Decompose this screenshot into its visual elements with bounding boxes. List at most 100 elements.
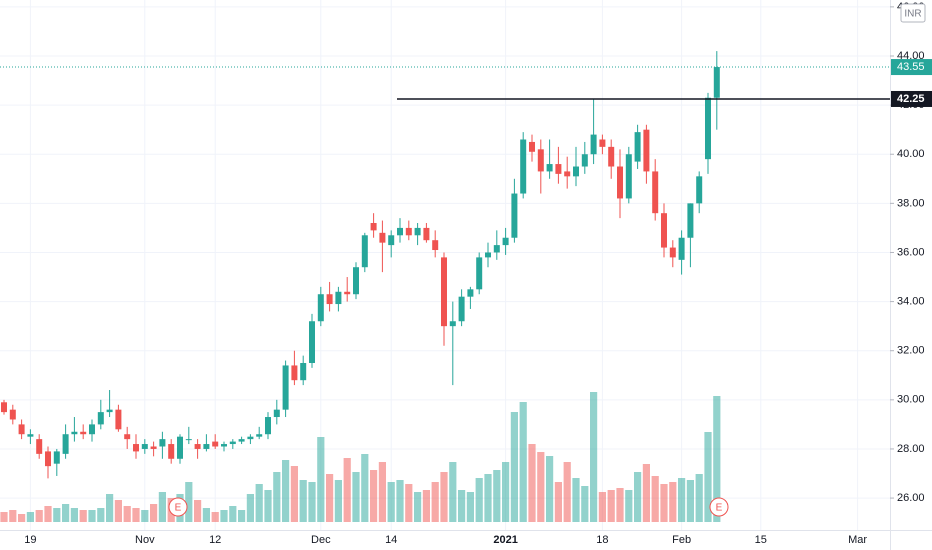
- volume-bar: [106, 494, 114, 522]
- candle-body: [520, 139, 527, 194]
- candle-body: [617, 166, 623, 199]
- y-tick-label: 44.00: [897, 50, 925, 62]
- volume-bar: [255, 484, 263, 522]
- volume-bar: [598, 492, 606, 522]
- volume-bar: [475, 478, 483, 522]
- y-tick-label: 26.00: [897, 492, 925, 504]
- volume-bar: [458, 490, 466, 522]
- x-tick-label: 14: [385, 534, 397, 546]
- candle-body: [423, 227, 430, 241]
- candle-body: [45, 451, 51, 467]
- volume-bar: [282, 460, 290, 522]
- last-price-box: [891, 59, 932, 76]
- volume-bar: [343, 458, 351, 522]
- candle-body: [247, 436, 254, 440]
- candle-body: [71, 431, 78, 435]
- volume-bar: [422, 490, 430, 522]
- candle-body: [124, 434, 131, 440]
- volume-bar: [431, 482, 439, 522]
- y-tick-label: 38.00: [897, 197, 925, 209]
- volume-bar: [678, 478, 686, 522]
- candle-body: [256, 434, 263, 437]
- x-tick-label: 15: [755, 534, 767, 546]
- candle-body: [388, 235, 395, 246]
- candle-body: [414, 227, 421, 236]
- volume-bar: [299, 480, 307, 522]
- candle-body: [238, 439, 245, 442]
- candle-body: [229, 441, 236, 445]
- candle-body: [441, 257, 447, 327]
- candle-body: [625, 154, 632, 199]
- candle-body: [537, 149, 544, 172]
- candle-body: [705, 97, 711, 160]
- volume-bar: [405, 484, 413, 522]
- volume-bar: [370, 470, 378, 522]
- volume-bar: [493, 470, 501, 522]
- x-tick-label: Feb: [672, 534, 691, 546]
- candle-body: [18, 424, 25, 435]
- volume-bar: [238, 510, 246, 522]
- volume-bar: [361, 454, 369, 522]
- candle-body: [599, 139, 606, 147]
- volume-bar: [563, 462, 571, 522]
- volume-bar: [510, 412, 518, 522]
- volume-bar: [352, 472, 360, 522]
- earnings-marker: [168, 497, 188, 517]
- candle-body: [511, 193, 518, 238]
- candle-body: [353, 267, 359, 295]
- axes: 26.00 28.00 30.00 32.00 34.00 36.00 38.00 40.00…: [24, 1, 932, 546]
- volume-bar: [79, 510, 87, 522]
- earnings-label: E: [716, 503, 723, 514]
- volume-bar: [18, 514, 26, 522]
- x-tick-label: Dec: [311, 534, 331, 546]
- volume-bar: [141, 510, 149, 522]
- candle-body: [291, 365, 298, 381]
- volume-bar: [290, 466, 298, 522]
- volume-bar: [264, 490, 272, 522]
- horizontal-line-box: [891, 90, 932, 107]
- volume-bar: [0, 512, 8, 522]
- candle-body: [106, 409, 113, 413]
- candle-body: [203, 444, 210, 449]
- candle-body: [150, 446, 157, 449]
- volume-bar: [123, 506, 131, 522]
- candle-body: [493, 245, 500, 253]
- volume-bar: [194, 500, 202, 522]
- volume-bar: [484, 474, 492, 522]
- candle-body: [678, 237, 685, 260]
- candle-body: [502, 237, 509, 246]
- volume-bar: [669, 482, 677, 522]
- candle-body: [590, 134, 597, 155]
- volume-bar: [396, 480, 404, 522]
- candle-body: [573, 166, 579, 177]
- candle-body: [546, 164, 553, 172]
- candle-body: [9, 409, 16, 420]
- candle-body: [449, 321, 456, 327]
- candle-body: [379, 232, 386, 243]
- volume-bar: [519, 402, 527, 522]
- candle-body: [185, 439, 192, 441]
- candle-body: [300, 362, 307, 381]
- volume-bar: [70, 508, 78, 522]
- y-tick-label: 36.00: [897, 246, 925, 258]
- volume-bar: [616, 488, 624, 522]
- y-tick-label: 34.00: [897, 296, 925, 308]
- candle-body: [97, 412, 104, 425]
- volume-bar: [625, 490, 633, 522]
- candle-body: [687, 203, 694, 238]
- candle-body: [467, 289, 474, 297]
- volume-bar: [537, 452, 545, 522]
- volume-bar: [713, 396, 721, 522]
- volume-bar: [229, 506, 237, 522]
- volume-bar: [440, 472, 448, 522]
- candle-body: [194, 444, 201, 449]
- volume-bar: [634, 472, 642, 522]
- candle-body: [529, 141, 535, 152]
- volume-bar: [546, 456, 554, 522]
- volume-bar: [528, 444, 536, 522]
- volume-bar: [704, 432, 712, 522]
- volume-bar: [326, 474, 334, 522]
- candle-body: [581, 154, 588, 167]
- candle-body: [669, 247, 676, 258]
